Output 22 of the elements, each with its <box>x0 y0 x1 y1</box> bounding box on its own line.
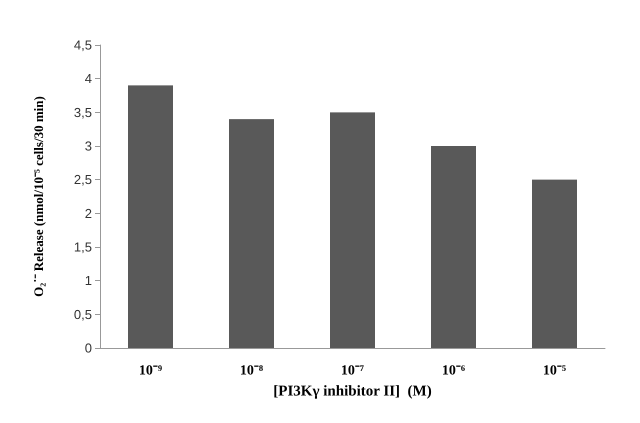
y-tick-label: 0 <box>84 340 92 356</box>
y-tick-label: 3 <box>84 138 92 154</box>
y-axis-title: O₂˙⁻ Release (nmol/10⁻⁵ cells/30 min) <box>31 96 46 297</box>
x-tick-label: 10⁻⁷ <box>340 364 364 378</box>
y-tick-label: 1 <box>84 273 92 288</box>
bar <box>532 180 577 348</box>
x-tick-label: 10⁻⁵ <box>542 364 566 378</box>
y-tick-label: 1,5 <box>74 240 92 254</box>
x-tick-label: 10⁻⁹ <box>138 364 162 378</box>
x-tick-label: 10⁻⁸ <box>240 364 264 378</box>
y-tick-label: 0,5 <box>74 306 92 322</box>
y-tick-label: 3,5 <box>74 104 92 120</box>
bar <box>128 85 173 348</box>
y-tick-label: 4 <box>84 71 92 86</box>
x-tick-label: 10⁻⁶ <box>442 364 466 378</box>
bar <box>330 112 375 348</box>
bar <box>431 146 476 348</box>
x-axis-title: [PI3Kγ inhibitor II] (M) <box>273 384 432 400</box>
y-tick-label: 4,5 <box>74 38 92 52</box>
y-tick-label: 2 <box>84 206 92 221</box>
bar <box>229 119 274 348</box>
y-tick-label: 2,5 <box>74 172 92 188</box>
